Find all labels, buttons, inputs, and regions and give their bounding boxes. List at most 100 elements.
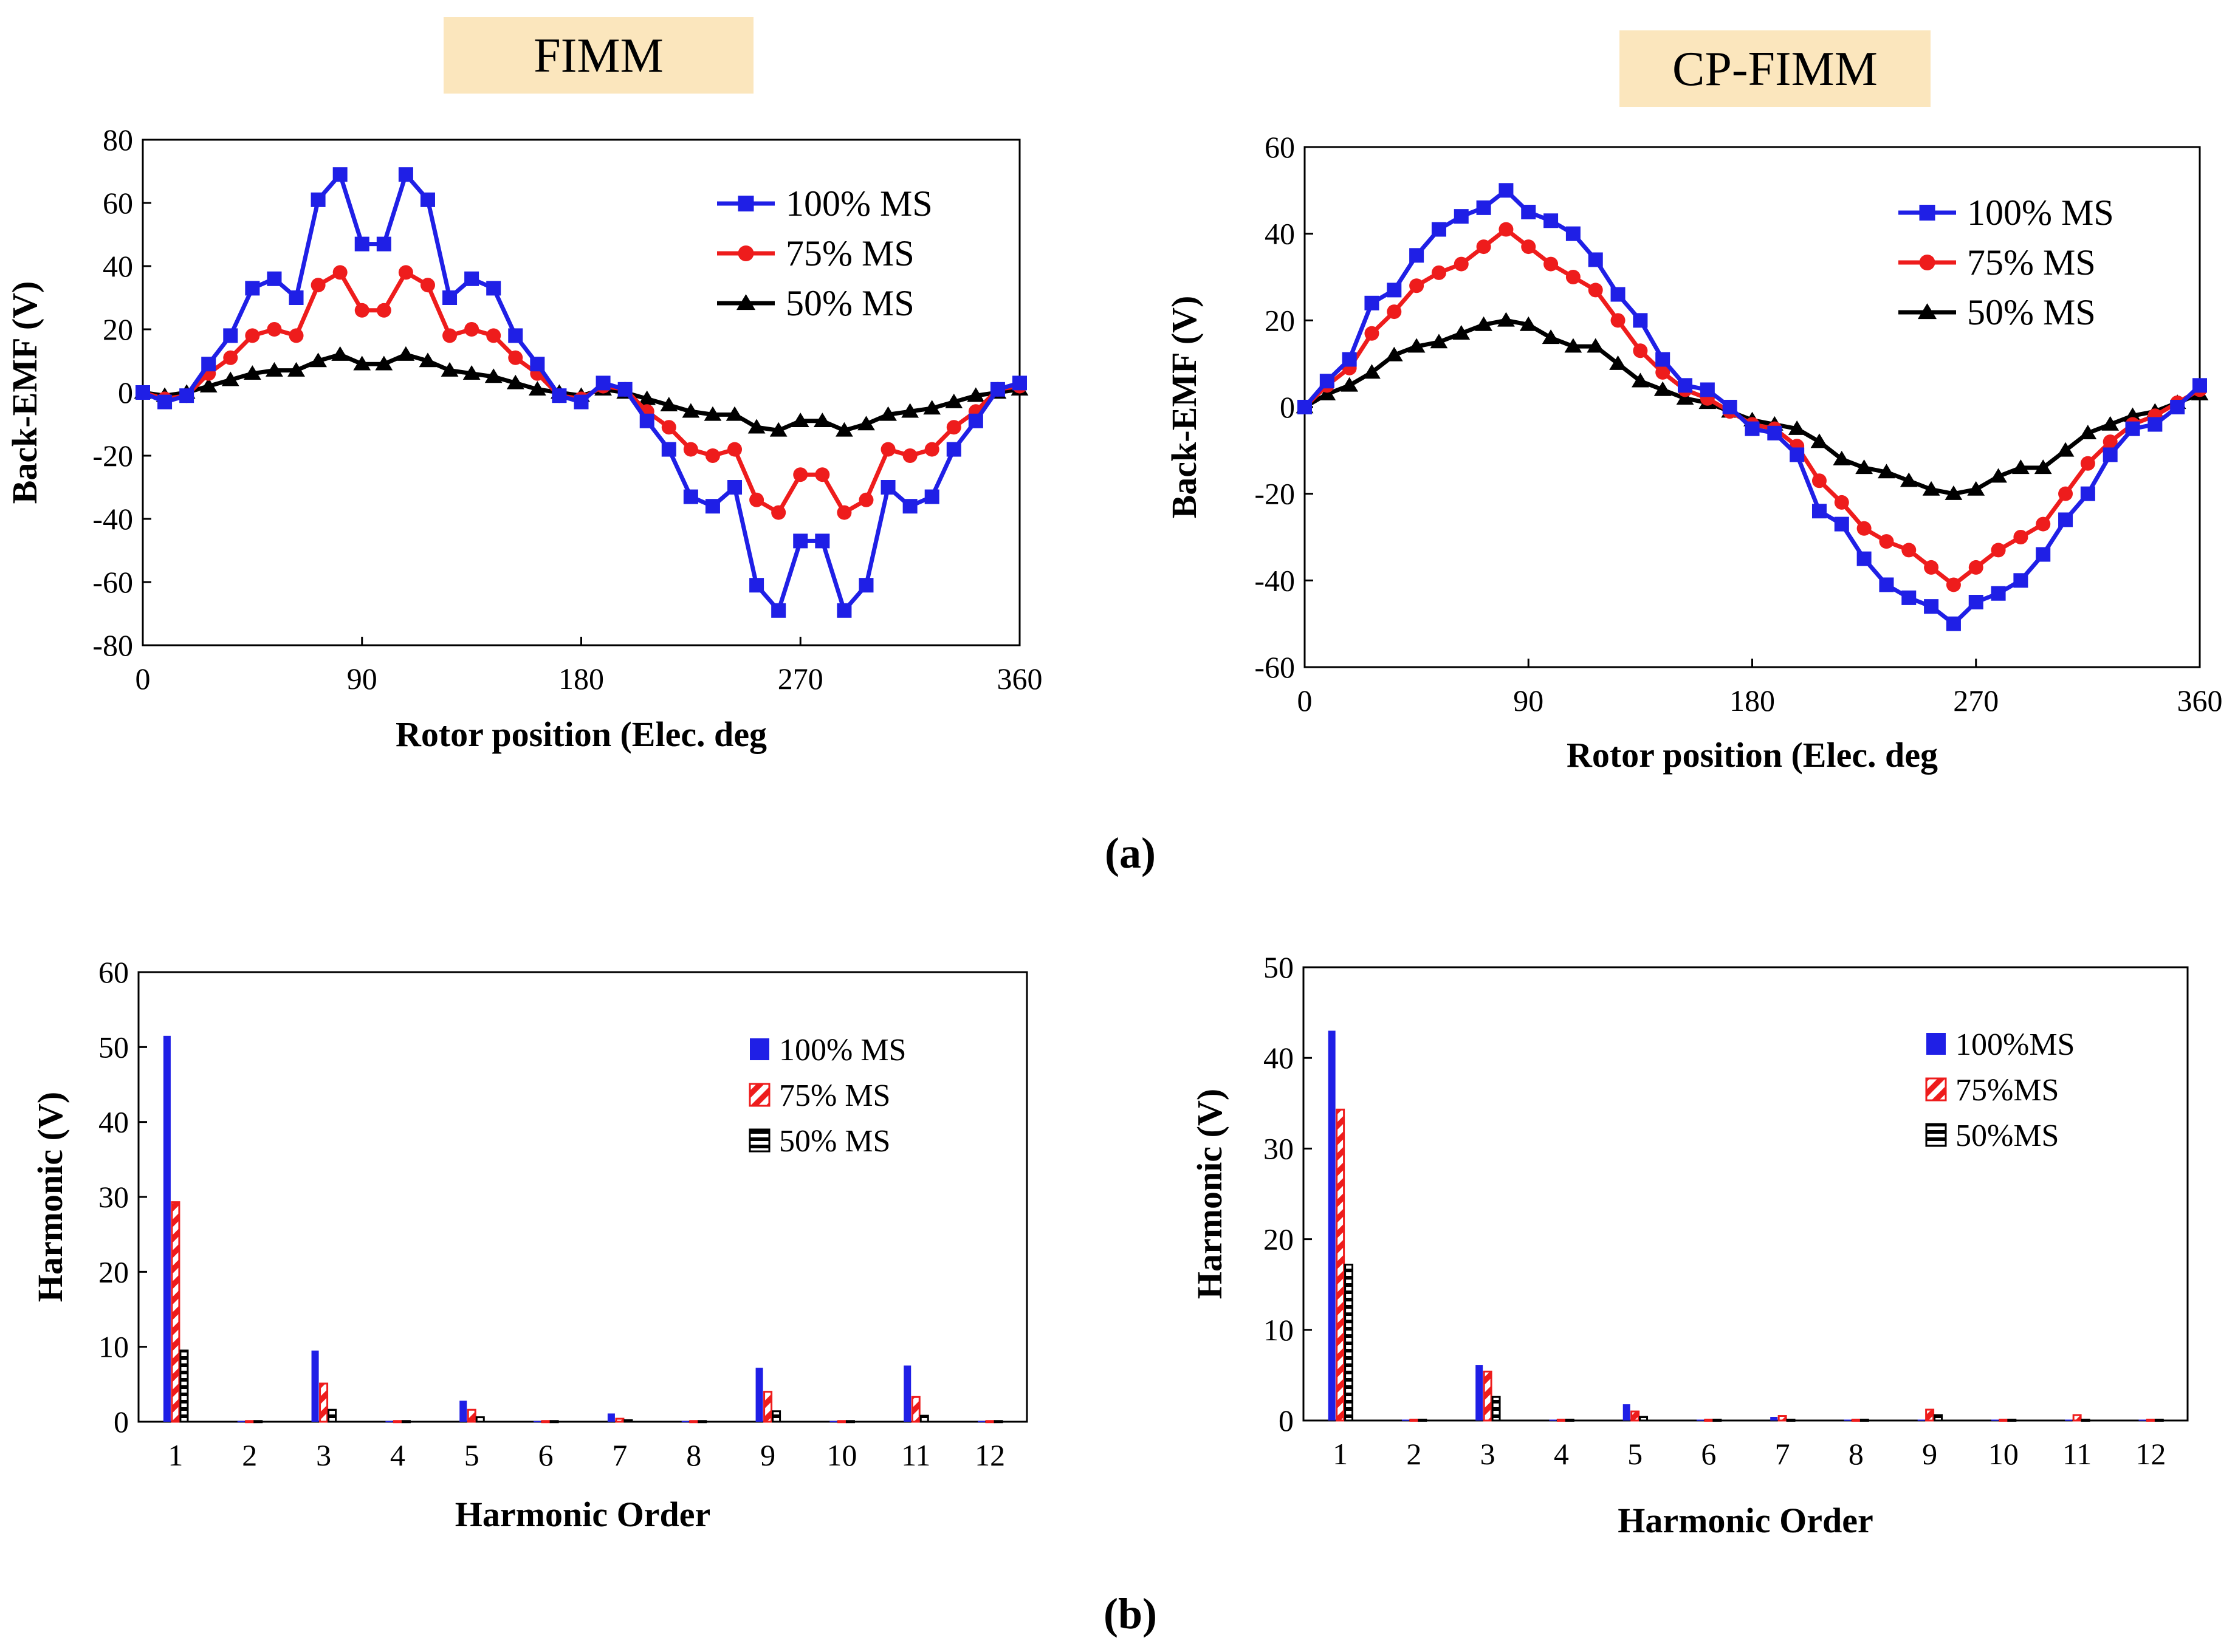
bar [171,1201,180,1423]
x-tick-label: 5 [464,1438,479,1472]
data-point [881,442,896,457]
bar [1999,1419,2008,1422]
data-point [245,281,260,296]
data-point [245,328,260,343]
legend-label: 50% MS [1967,292,2096,332]
data-point [967,387,985,402]
data-point [683,442,698,457]
data-point [1631,372,1649,388]
legend: 100%MS 75%MS 50%MS [1925,1027,2075,1153]
legend-label: 50% MS [786,283,915,323]
data-point [749,578,764,593]
bar [919,1414,929,1423]
bar [1622,1404,1630,1421]
data-point [419,352,437,368]
bar [2065,1419,2073,1421]
bar [1844,1419,1852,1421]
bar [1859,1419,1869,1422]
fimm-harmonic-chart: 0 10 20 30 40 50 60 Harmonic (V) Harmonic Order 1… [30,955,1028,1534]
y-tick-label: 20 [103,312,133,346]
x-tick-label: 5 [1627,1437,1643,1471]
y-tick-label: 50 [1263,950,1294,984]
data-point [552,388,567,403]
bar [1712,1419,1722,1422]
y-tick-label: 10 [1263,1313,1294,1347]
data-point [945,393,963,408]
data-point [2079,425,2097,440]
data-point [309,352,327,368]
bar [319,1382,329,1423]
y-tick-label: 40 [103,249,133,283]
bar [623,1419,633,1423]
bar [689,1420,699,1424]
data-point [1318,385,1336,400]
bar [1344,1263,1354,1422]
data-point [1901,543,1917,558]
bar [475,1416,485,1423]
y-tick-label: -20 [1254,477,1295,511]
data-point [1565,226,1581,241]
data-point [311,192,326,207]
chart-title-box-cpfimm: CP-FIMM [1619,30,1931,107]
data-point [1588,283,1603,298]
series-75-ms [1336,1108,2155,1422]
data-point [464,271,479,286]
y-axis-label: Back-EMF (V) [1164,296,1204,519]
data-point [267,271,282,286]
data-point [923,400,941,415]
y-tick-label: 20 [98,1255,129,1289]
series-50-ms [179,1349,1003,1424]
x-tick-label: 360 [997,662,1043,696]
data-point [1409,278,1424,293]
legend-marker [736,294,756,310]
y-tick-label: 10 [98,1330,129,1364]
bar [607,1413,615,1422]
data-point [1834,495,1849,510]
y-tick-label: 20 [1265,303,1295,337]
data-point [1655,352,1670,367]
data-point [1968,560,1983,575]
data-point [420,278,435,293]
cpfimm-back-emf-chart: -60 -40 -20 0 20 40 60 Back-EMF (V) Rotor positi… [1164,130,2223,775]
legend-label: 75% MS [779,1078,890,1113]
data-point [1946,616,1961,631]
data-point [661,442,676,457]
data-point [837,505,852,520]
data-point [353,355,371,371]
legend-swatch [749,1083,771,1107]
data-point [1790,447,1805,462]
bar [763,1391,773,1423]
data-point [1633,313,1648,328]
data-point [902,499,918,514]
series-100-ms [1297,183,2207,631]
data-point [464,322,479,337]
series-100-ms [1328,1030,2146,1421]
data-point [420,192,435,207]
data-point [1610,287,1626,302]
data-point [1900,472,1918,487]
data-point [747,419,766,434]
legend-label: 50%MS [1955,1119,2059,1153]
y-tick-label: 60 [1265,130,1295,164]
data-point [859,492,874,507]
data-point [289,328,304,343]
bar [985,1420,995,1424]
bar [1639,1416,1649,1422]
data-point [901,403,919,418]
y-tick-label: 30 [98,1180,129,1214]
data-point [968,413,983,428]
data-point [1385,346,1403,362]
data-point [2125,421,2140,436]
data-point [1991,586,2006,601]
data-point [2034,459,2052,475]
data-point [1543,213,1559,228]
bar [755,1368,763,1422]
bar [1991,1419,1999,1421]
x-axis-label: Harmonic Order [1618,1501,1873,1540]
data-point [2012,459,2030,475]
y-tick-label: 40 [1265,217,1295,251]
bar [179,1349,189,1423]
y-tick-label: 20 [1263,1222,1294,1256]
legend-marker [1917,303,1937,320]
